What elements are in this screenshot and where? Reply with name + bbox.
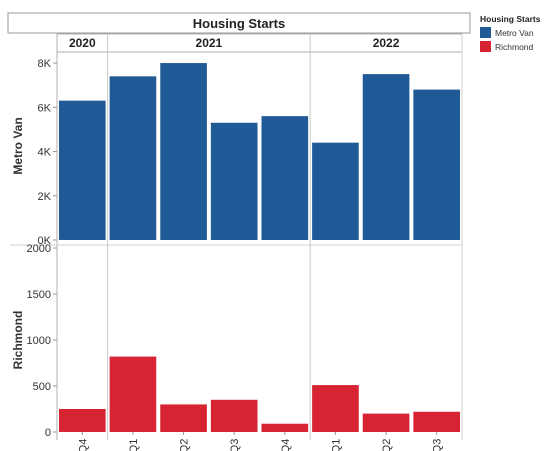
y-axis-title: Metro Van bbox=[11, 117, 25, 174]
chart-title: Housing Starts bbox=[193, 16, 285, 31]
y-tick-label: 2000 bbox=[27, 243, 51, 255]
x-tick-label: Q2 bbox=[381, 439, 393, 451]
bar-metro-van-2 bbox=[160, 63, 207, 240]
x-axis: Q4 Q1 Q2 Q3 Q4 Q1 Q2 Q3 bbox=[77, 432, 444, 451]
x-tick-label: Q4 bbox=[280, 439, 292, 451]
legend-swatch-richmond bbox=[480, 41, 491, 52]
bar-metro-van-7 bbox=[413, 89, 460, 240]
bar-richmond-0 bbox=[59, 409, 106, 432]
y-tick-label: 6K bbox=[38, 102, 52, 114]
year-label-2020: 2020 bbox=[69, 36, 96, 50]
year-headers: 2020 2021 2022 bbox=[56, 33, 463, 440]
bar-richmond-3 bbox=[210, 399, 258, 432]
panel-richmond: 0 500 1000 1500 2000 Richmond bbox=[10, 243, 462, 439]
y-tick-label: 500 bbox=[33, 381, 51, 393]
bar-metro-van-4 bbox=[261, 116, 309, 240]
legend-label-richmond: Richmond bbox=[495, 41, 534, 52]
bar-richmond-5 bbox=[312, 385, 359, 432]
bar-metro-van-1 bbox=[109, 76, 157, 241]
y-tick-label: 1500 bbox=[27, 289, 51, 301]
legend: Housing Starts Metro Van Richmond bbox=[480, 14, 546, 52]
x-tick-label: Q1 bbox=[128, 439, 140, 451]
y-tick-label: 0 bbox=[45, 427, 51, 439]
bar-richmond-6 bbox=[362, 413, 410, 432]
y-tick-label: 8K bbox=[38, 58, 52, 70]
legend-item-metro-van: Metro Van bbox=[480, 27, 546, 38]
chart-panels: 0K 2K 4K 6K 8K Metro Van 0 500 1000 1500 2000 Richm… bbox=[10, 58, 462, 439]
year-label-2021: 2021 bbox=[196, 36, 223, 50]
x-tick-label: Q1 bbox=[330, 439, 342, 451]
x-tick-label: Q2 bbox=[179, 439, 191, 451]
y-tick-label: 0K bbox=[38, 235, 52, 247]
y-axis-title: Richmond bbox=[11, 311, 25, 370]
x-tick-label: Q3 bbox=[229, 439, 241, 451]
legend-label-metro-van: Metro Van bbox=[495, 27, 534, 38]
bar-richmond-2 bbox=[160, 404, 207, 432]
x-tick-label: Q3 bbox=[432, 439, 444, 451]
legend-item-richmond: Richmond bbox=[480, 41, 546, 52]
bar-metro-van-6 bbox=[362, 74, 410, 240]
bar-metro-van-3 bbox=[210, 122, 258, 240]
title-box bbox=[7, 12, 471, 34]
bar-metro-van-5 bbox=[312, 142, 359, 240]
bar-richmond-4 bbox=[261, 423, 309, 432]
bar-metro-van-0 bbox=[59, 100, 106, 241]
bar-richmond-7 bbox=[413, 411, 460, 432]
year-label-2022: 2022 bbox=[373, 36, 400, 50]
bar-richmond-1 bbox=[109, 356, 157, 432]
panel-metro-van: 0K 2K 4K 6K 8K Metro Van bbox=[11, 58, 460, 247]
legend-title: Housing Starts bbox=[480, 14, 541, 24]
x-tick-label: Q4 bbox=[77, 439, 89, 451]
legend-swatch-metro-van bbox=[480, 27, 491, 38]
y-tick-label: 1000 bbox=[27, 335, 51, 347]
y-tick-label: 2K bbox=[38, 191, 52, 203]
y-tick-label: 4K bbox=[38, 147, 52, 159]
